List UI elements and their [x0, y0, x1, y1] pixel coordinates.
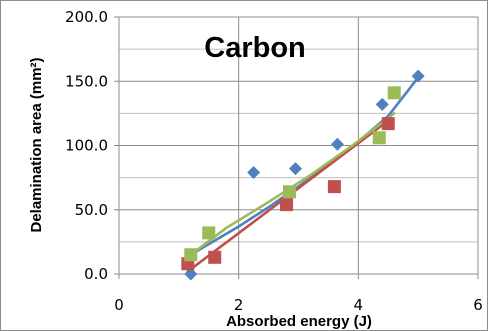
- y-axis-title: Delamination area (mm²): [28, 57, 45, 232]
- data-point-series-2: [208, 250, 222, 264]
- data-point-series-2: [280, 198, 294, 212]
- gridlines: [119, 16, 479, 274]
- y-tick-label: 0.0: [84, 265, 108, 283]
- axes: [114, 16, 479, 279]
- y-tick-label: 200.0: [65, 8, 108, 26]
- data-point-series-2: [327, 180, 341, 194]
- data-point-series-3: [372, 131, 386, 145]
- x-tick-label: 4: [354, 296, 364, 314]
- x-tick-label: 6: [473, 296, 483, 314]
- data-point-series-1: [289, 162, 303, 176]
- data-point-series-1: [184, 267, 198, 281]
- chart-title: Carbon: [204, 32, 306, 64]
- data-point-series-3: [387, 86, 401, 100]
- data-point-series-3: [283, 185, 297, 199]
- x-axis-title: Absorbed energy (J): [226, 313, 372, 330]
- data-point-series-2: [381, 117, 395, 131]
- data-point-series-3: [184, 248, 198, 262]
- x-tick-label: 2: [234, 296, 244, 314]
- y-tick-label: 100.0: [65, 137, 108, 155]
- data-point-series-1: [247, 165, 261, 179]
- tick-labels: 0.0 50.0 100.0 150.0 200.0 0 2 4 6: [65, 8, 483, 314]
- data-point-series-1: [375, 97, 389, 111]
- data-point-series-3: [202, 226, 216, 240]
- x-tick-label: 0: [114, 296, 124, 314]
- data-point-series-1: [411, 69, 425, 83]
- y-tick-label: 50.0: [75, 201, 108, 219]
- data-point-series-1: [330, 137, 344, 151]
- data-points: [181, 69, 425, 281]
- y-tick-label: 150.0: [65, 72, 108, 90]
